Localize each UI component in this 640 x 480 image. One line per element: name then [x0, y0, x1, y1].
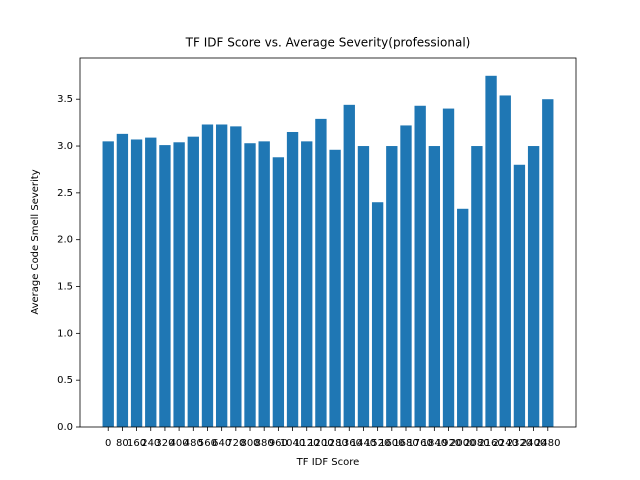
x-tick-label: 1200 — [308, 438, 333, 449]
bar — [102, 141, 114, 428]
bar — [116, 133, 129, 427]
bar — [159, 145, 171, 427]
x-tick-label: 320 — [155, 438, 174, 449]
bar — [542, 99, 554, 427]
bar — [315, 118, 327, 427]
x-tick-label: 880 — [255, 438, 274, 449]
bar — [527, 146, 540, 428]
bar — [442, 108, 455, 427]
y-tick-label: 0.5 — [57, 375, 73, 386]
y-tick-label: 3.0 — [57, 141, 73, 152]
x-tick-label: 1520 — [365, 438, 390, 449]
bar — [286, 131, 299, 427]
x-tick-label: 720 — [226, 438, 245, 449]
bar — [499, 95, 511, 428]
x-tick-label: 1360 — [337, 438, 362, 449]
x-tick-label: 2320 — [507, 438, 532, 449]
x-tick-label: 2000 — [450, 438, 475, 449]
x-tick-label: 2240 — [493, 438, 518, 449]
x-tick-label: 240 — [141, 438, 160, 449]
x-tick-label: 640 — [212, 438, 231, 449]
bar — [173, 142, 185, 427]
chart-title: TF IDF Score vs. Average Severity(profes… — [185, 36, 471, 50]
y-tick-label: 0.0 — [57, 422, 73, 433]
bar — [201, 124, 214, 427]
bar — [414, 105, 426, 427]
x-tick-label: 1440 — [351, 438, 376, 449]
x-tick-label: 480 — [184, 438, 203, 449]
x-tick-label: 0 — [105, 438, 111, 449]
x-tick-label: 2480 — [535, 438, 560, 449]
x-tick-label: 1280 — [322, 438, 347, 449]
x-tick-label: 1040 — [280, 438, 305, 449]
bar — [485, 75, 497, 427]
plot-frame — [79, 57, 577, 428]
x-tick-label: 1840 — [422, 438, 447, 449]
bar — [371, 202, 384, 427]
bar — [457, 208, 469, 427]
y-tick-label: 3.5 — [57, 94, 73, 105]
x-tick-label: 1920 — [436, 438, 461, 449]
bar — [428, 146, 441, 428]
bar — [187, 136, 199, 427]
x-tick-label: 160 — [127, 438, 146, 449]
bar — [215, 124, 228, 427]
bar — [145, 137, 157, 427]
x-tick-label: 960 — [269, 438, 288, 449]
x-tick-label: 1600 — [379, 438, 404, 449]
bar — [357, 146, 370, 428]
x-tick-label: 400 — [170, 438, 189, 449]
bar — [272, 157, 285, 427]
bar — [301, 141, 313, 428]
bar — [400, 125, 412, 428]
bar — [386, 146, 398, 428]
bar — [513, 164, 526, 428]
x-tick-label: 800 — [240, 438, 259, 449]
x-tick-label: 80 — [116, 438, 129, 449]
bar — [258, 141, 270, 428]
x-tick-label: 2160 — [478, 438, 503, 449]
y-axis-label: Average Code Smell Severity — [30, 169, 41, 314]
bar — [343, 104, 355, 428]
y-tick-label: 1.0 — [57, 328, 73, 339]
x-tick-label: 1680 — [393, 438, 418, 449]
x-tick-label: 2080 — [464, 438, 489, 449]
x-tick-label: 1760 — [407, 438, 432, 449]
x-axis-label: TF IDF Score — [296, 457, 360, 468]
y-tick-label: 1.5 — [57, 282, 73, 293]
x-tick-label: 1120 — [294, 438, 319, 449]
bar — [329, 149, 341, 427]
bar — [230, 126, 242, 428]
x-tick-label: 560 — [198, 438, 217, 449]
bar — [130, 139, 143, 428]
y-tick-label: 2.5 — [57, 188, 73, 199]
bar — [244, 143, 256, 427]
y-tick-label: 2.0 — [57, 235, 73, 246]
x-tick-label: 2400 — [521, 438, 546, 449]
bar — [471, 146, 483, 428]
